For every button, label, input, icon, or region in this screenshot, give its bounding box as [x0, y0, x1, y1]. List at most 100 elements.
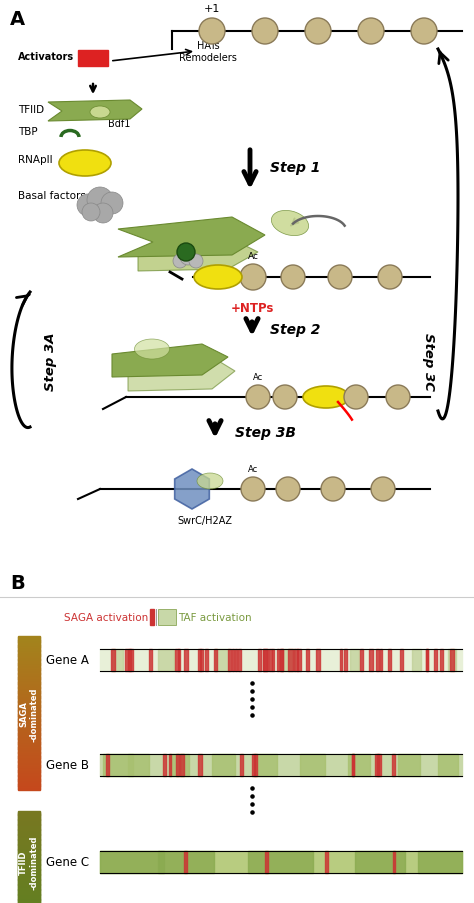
Text: Step 3B: Step 3B	[235, 425, 296, 440]
Bar	[18, 719, 40, 721]
Circle shape	[87, 188, 113, 214]
Bar	[18, 899, 40, 901]
Bar	[380, 649, 382, 671]
Circle shape	[180, 250, 196, 265]
Bar	[18, 787, 40, 790]
Bar	[18, 875, 40, 877]
Bar	[18, 883, 40, 885]
Text: Gene A: Gene A	[46, 654, 89, 666]
Bar	[18, 827, 40, 829]
Bar	[18, 686, 40, 688]
Bar	[18, 637, 40, 638]
Bar	[18, 710, 40, 712]
Bar	[103, 754, 133, 777]
Bar	[18, 822, 40, 824]
Bar	[18, 811, 40, 813]
Bar	[18, 828, 40, 830]
Bar	[18, 768, 40, 769]
Ellipse shape	[59, 151, 111, 177]
Bar	[18, 714, 40, 716]
Circle shape	[281, 265, 305, 290]
Bar	[18, 747, 40, 749]
Bar	[129, 649, 133, 671]
Bar	[18, 779, 40, 781]
Bar	[18, 680, 40, 682]
Bar	[18, 684, 40, 687]
Bar	[18, 897, 40, 898]
Bar	[18, 659, 40, 662]
Bar	[18, 674, 40, 675]
Bar	[18, 662, 40, 664]
Bar	[201, 649, 203, 671]
Text: SAGA
-dominated: SAGA -dominated	[19, 686, 39, 741]
Bar	[198, 754, 202, 777]
Bar	[18, 638, 40, 640]
Bar	[277, 649, 280, 671]
Bar	[18, 892, 40, 894]
Bar	[18, 759, 40, 761]
Bar	[18, 786, 40, 787]
Bar	[158, 649, 173, 671]
Bar	[426, 649, 428, 671]
Bar	[18, 889, 40, 891]
Bar	[18, 815, 40, 816]
Circle shape	[252, 19, 278, 45]
Circle shape	[273, 386, 297, 410]
Bar	[184, 649, 188, 671]
Bar	[18, 862, 40, 864]
Polygon shape	[112, 345, 228, 377]
Bar	[18, 837, 40, 839]
Bar	[18, 900, 40, 902]
Bar	[18, 771, 40, 774]
Bar	[18, 861, 40, 862]
Bar	[18, 873, 40, 875]
Text: Bdf1: Bdf1	[108, 119, 130, 129]
Bar	[18, 656, 40, 659]
Bar	[18, 867, 40, 869]
Bar	[18, 775, 40, 777]
Bar	[18, 653, 40, 655]
Bar	[18, 724, 40, 726]
Bar	[18, 770, 40, 772]
Bar	[18, 660, 40, 663]
Bar	[18, 880, 40, 882]
Bar	[18, 885, 40, 887]
Bar	[254, 754, 257, 777]
Circle shape	[411, 19, 437, 45]
Bar	[401, 649, 403, 671]
Bar	[18, 768, 40, 771]
Bar	[215, 649, 229, 671]
Bar	[18, 638, 40, 641]
Bar	[18, 737, 40, 740]
Bar	[18, 824, 40, 825]
Bar	[18, 849, 40, 851]
Circle shape	[173, 255, 187, 269]
Bar	[426, 649, 428, 671]
Bar	[18, 712, 40, 713]
Bar	[306, 649, 309, 671]
Bar	[18, 738, 40, 740]
Bar	[198, 649, 201, 671]
Bar	[158, 610, 176, 625]
Bar	[18, 830, 40, 832]
Bar	[388, 649, 391, 671]
Text: TFIID
-dominated: TFIID -dominated	[19, 835, 39, 889]
Bar	[18, 886, 40, 888]
Text: Gene B: Gene B	[46, 759, 89, 772]
Text: SAGA activation: SAGA activation	[64, 612, 148, 622]
Circle shape	[241, 478, 265, 501]
Bar	[18, 787, 40, 789]
Bar	[448, 649, 456, 671]
Ellipse shape	[90, 107, 110, 119]
Bar	[18, 731, 40, 734]
Bar	[281, 649, 283, 671]
Bar	[18, 678, 40, 681]
Bar	[18, 671, 40, 673]
Bar	[18, 874, 40, 876]
Bar	[100, 851, 164, 873]
Bar	[18, 705, 40, 707]
Bar	[158, 851, 214, 873]
Bar	[18, 753, 40, 756]
Ellipse shape	[135, 340, 170, 359]
Bar	[18, 681, 40, 684]
